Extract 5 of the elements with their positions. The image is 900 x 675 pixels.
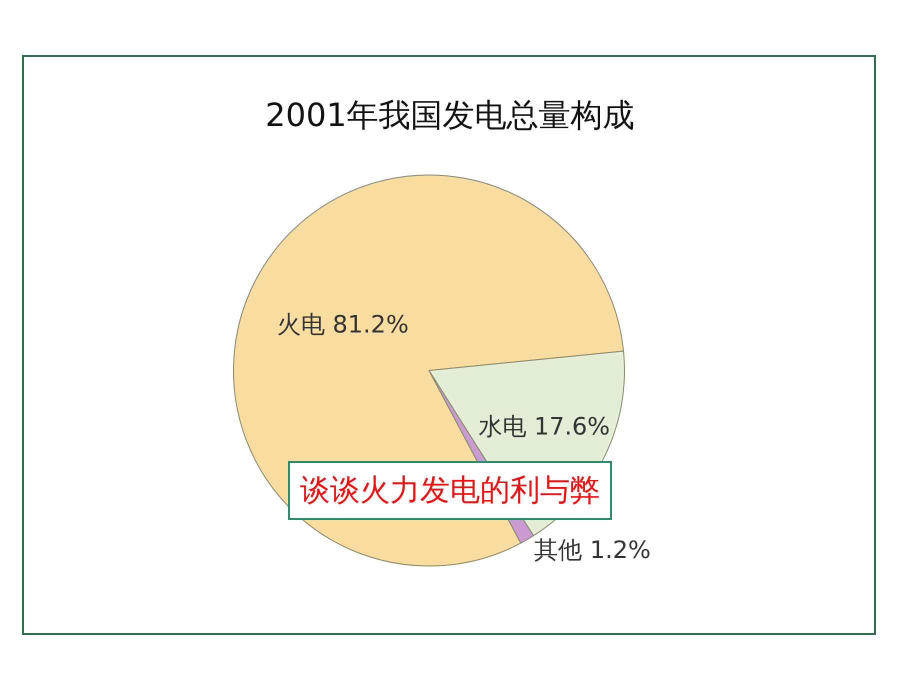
slice-label: 火电 81.2% <box>276 310 409 338</box>
slice-label: 水电 17.6% <box>478 412 610 441</box>
chart-title: 2001年我国发电总量构成 <box>265 96 635 134</box>
slice-label: 其他 1.2% <box>534 536 651 564</box>
text: 谈谈火力发电的利与弊 <box>300 473 600 508</box>
